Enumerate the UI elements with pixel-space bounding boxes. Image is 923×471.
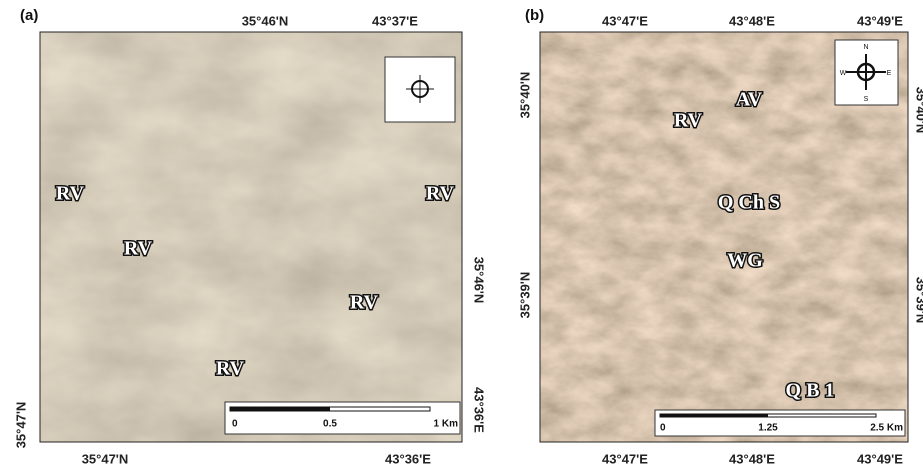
scale-label: 0 [232, 419, 238, 430]
map-label: Q Ch S [718, 192, 780, 214]
map-label: RV [426, 183, 455, 205]
top-tick-label: 43°48'E [729, 13, 775, 28]
scale-label: 0.5 [323, 419, 337, 430]
top-tick-label: 43°49'E [857, 13, 903, 28]
top-tick-label: 43°37'E [372, 13, 418, 28]
scale-label: 1 Km [434, 419, 459, 430]
compass-label: W [840, 70, 847, 77]
scale-label: 0 [660, 423, 666, 434]
compass-label: E [887, 70, 892, 77]
right-tick-label: 35°40'N [914, 87, 923, 134]
left-tick-label: 35°47'N [13, 402, 28, 449]
map-label: RV [124, 238, 153, 260]
left-tick-label: 35°39'N [517, 272, 532, 319]
map-label: AV [736, 89, 763, 111]
top-tick-label: 43°47'E [602, 13, 648, 28]
panel-label: (b) [525, 7, 544, 24]
map-label: RV [350, 292, 379, 314]
bottom-tick-label: 43°48'E [729, 451, 775, 466]
compass-label: N [863, 44, 868, 51]
compass-a [385, 57, 455, 122]
map-label: WG [727, 250, 763, 272]
right-tick-label: 35°39'N [914, 277, 923, 324]
bottom-tick-label: 43°36'E [385, 451, 431, 466]
map-label: RV [56, 183, 85, 205]
panel-label: (a) [20, 7, 38, 24]
bottom-tick-label: 43°47'E [602, 451, 648, 466]
top-tick-label: 35°46'N [242, 13, 289, 28]
map-label: RV [216, 358, 245, 380]
figure: (a) 35°46'N 43°37'E 35°47'N 43°36'E 35°47'N 35… [0, 0, 923, 471]
map-label: Q B 1 [786, 380, 835, 402]
right-tick-label: 35°46'N [472, 257, 487, 304]
scale-bar-a [225, 402, 460, 434]
bottom-tick-label: 43°49'E [857, 451, 903, 466]
left-tick-label: 35°40'N [517, 72, 532, 119]
scale-label: 2.5 Km [870, 423, 903, 434]
bottom-tick-label: 35°47'N [82, 451, 129, 466]
right-tick-label: 43°36'E [472, 387, 487, 433]
map-label: RV [674, 110, 703, 132]
scale-bar-b [655, 410, 905, 436]
scale-label: 1.25 [758, 423, 778, 434]
compass-label: S [864, 96, 869, 103]
